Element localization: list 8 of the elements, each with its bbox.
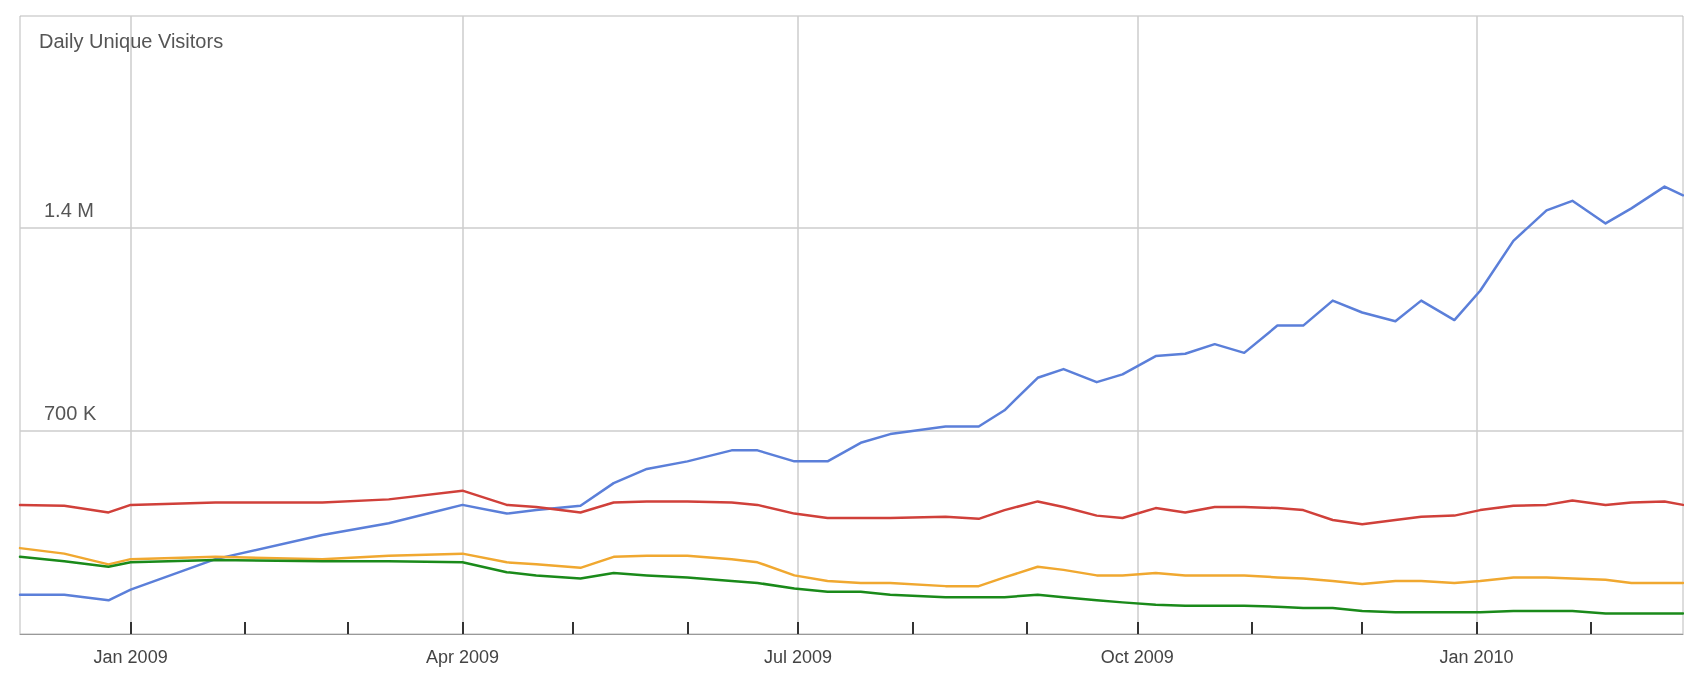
x-tick-label: Jan 2009 xyxy=(93,647,168,667)
y-axis-title: Daily Unique Visitors xyxy=(39,30,224,52)
x-tick-label: Apr 2009 xyxy=(425,647,500,667)
x-tick-label: Jul 2009 xyxy=(764,647,833,667)
x-tick-label: Jan 2010 xyxy=(1439,647,1514,667)
x-tick-label: Oct 2009 xyxy=(1100,647,1174,667)
y-tick-label: 700 K xyxy=(44,401,97,424)
y-tick-label: 1.4 M xyxy=(44,198,95,221)
